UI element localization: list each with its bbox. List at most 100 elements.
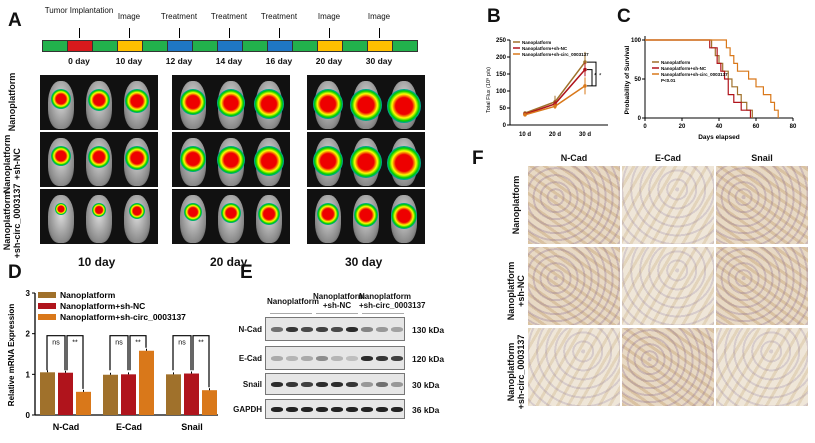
significance-mark: * [599, 73, 602, 79]
tumor-signal [184, 203, 202, 221]
survival-chart: 0 20 40 60 80 0 50 100 Days elapsed Probability o… [624, 36, 797, 141]
bar [202, 390, 217, 415]
mouse-image [307, 75, 425, 130]
ihc-image [622, 166, 714, 244]
tumor-signal [180, 146, 206, 172]
protein-band [286, 407, 298, 412]
y-axis-label: Total Flux (10⁸ p/s) [485, 67, 492, 113]
tumor-signal [92, 203, 106, 217]
tumor-signal [221, 203, 241, 223]
timeline-day-label: 30 day [365, 56, 393, 66]
protein-band [331, 356, 343, 361]
protein-band [391, 407, 403, 412]
protein-band [346, 407, 358, 412]
y-tick-label: 250 [496, 38, 507, 44]
y-tick-label: 50 [634, 77, 641, 83]
tumor-signal [317, 203, 339, 225]
protein-label: E-Cad [238, 354, 262, 363]
protein-band [361, 356, 373, 361]
ihc-image [716, 328, 808, 406]
bar [76, 391, 91, 415]
group-underline [270, 313, 312, 314]
ihc-image [716, 247, 808, 325]
timeline-event-label: Treatment [260, 12, 298, 21]
y-tick-label: 200 [496, 55, 507, 61]
significance-mark: ** [135, 340, 141, 347]
tumor-signal [217, 146, 245, 174]
arrow-down-icon [228, 28, 230, 38]
x-tick-label: E-Cad [116, 422, 142, 432]
mouse-image [172, 132, 290, 187]
significance-bracket [46, 335, 84, 389]
blot-group-label: Nanoplatform +sh-circ_0003137 [359, 292, 426, 310]
tumor-signal [125, 146, 149, 170]
protein-band [361, 327, 373, 332]
x-tick-label: 10 d [519, 132, 531, 138]
data-point [523, 113, 527, 117]
mouse-image [172, 75, 290, 130]
y-tick-label: 0 [26, 411, 31, 420]
tumor-signal [129, 203, 145, 219]
data-point [553, 104, 557, 109]
legend-swatch [38, 303, 56, 309]
protein-band [301, 407, 313, 412]
mouse-image [307, 132, 425, 187]
y-axis-label: Relative mRNA Expression [7, 304, 16, 407]
x-tick-label: 20 [679, 124, 686, 130]
timeline-day-label: 0 day [68, 56, 90, 66]
timeline-day-label: 12 day [165, 56, 193, 66]
tumor-signal [391, 203, 417, 229]
blot-row [265, 346, 405, 370]
ihc-image [528, 247, 620, 325]
protein-band [316, 407, 328, 412]
timeline-day-label: 14 day [215, 56, 243, 66]
tumor-signal [51, 146, 71, 166]
timeline-segment [67, 40, 93, 52]
timeline-segment [167, 40, 193, 52]
tumor-signal [350, 89, 382, 121]
timeline-day-label: 10 day [115, 56, 143, 66]
y-tick-label: 150 [496, 72, 507, 78]
legend-label: Nanoplatform [522, 40, 551, 45]
protein-band [391, 327, 403, 332]
tumor-signal [387, 146, 421, 180]
timeline-segment [392, 40, 418, 52]
arrow-down-icon [178, 28, 180, 38]
blot-row [265, 399, 405, 419]
tumor-flux-chart: 0 50 100 150 200 250 10 d 20 d 30 d Total Flux (1… [485, 38, 608, 138]
timeline-segment [92, 40, 118, 52]
y-tick-label: 0 [503, 123, 507, 129]
molecular-weight-label: 130 kDa [412, 325, 445, 335]
data-point [583, 60, 587, 64]
significance-bracket [109, 335, 147, 371]
ihc-marker-label: Snail [751, 153, 773, 163]
timeline-event-label: Image [367, 12, 391, 21]
legend-label: Nanoplatform+sh-NC [522, 46, 568, 51]
tumor-signal [125, 89, 149, 113]
timeline-day-label: 20 day [315, 56, 343, 66]
tumor-signal [217, 89, 245, 117]
survival-curve [645, 39, 752, 118]
timeline-event-label: Treatment [160, 12, 198, 21]
legend-swatch [38, 292, 56, 298]
timepoint-label: 20 day [210, 255, 248, 269]
tumor-signal [313, 146, 343, 176]
mouse-image [40, 189, 158, 244]
tumor-signal [254, 89, 284, 119]
legend-label: Nanoplatform+sh-NC [60, 301, 145, 311]
protein-band [346, 382, 358, 387]
tumor-signal [350, 146, 382, 178]
y-tick-label: 1 [26, 370, 31, 379]
timeline-segment [292, 40, 318, 52]
bar [139, 350, 154, 415]
legend-label: Nanoplatform+sh-circ_0003137 [60, 312, 186, 322]
panel-label-c: C [617, 6, 631, 27]
protein-band [301, 356, 313, 361]
ihc-group-label: Nanoplatform [511, 175, 521, 235]
protein-band [301, 382, 313, 387]
timeline-segment [142, 40, 168, 52]
tumor-signal [387, 89, 421, 123]
timeline-event-label: Image [317, 12, 341, 21]
protein-band [376, 356, 388, 361]
tumor-signal [51, 89, 71, 109]
